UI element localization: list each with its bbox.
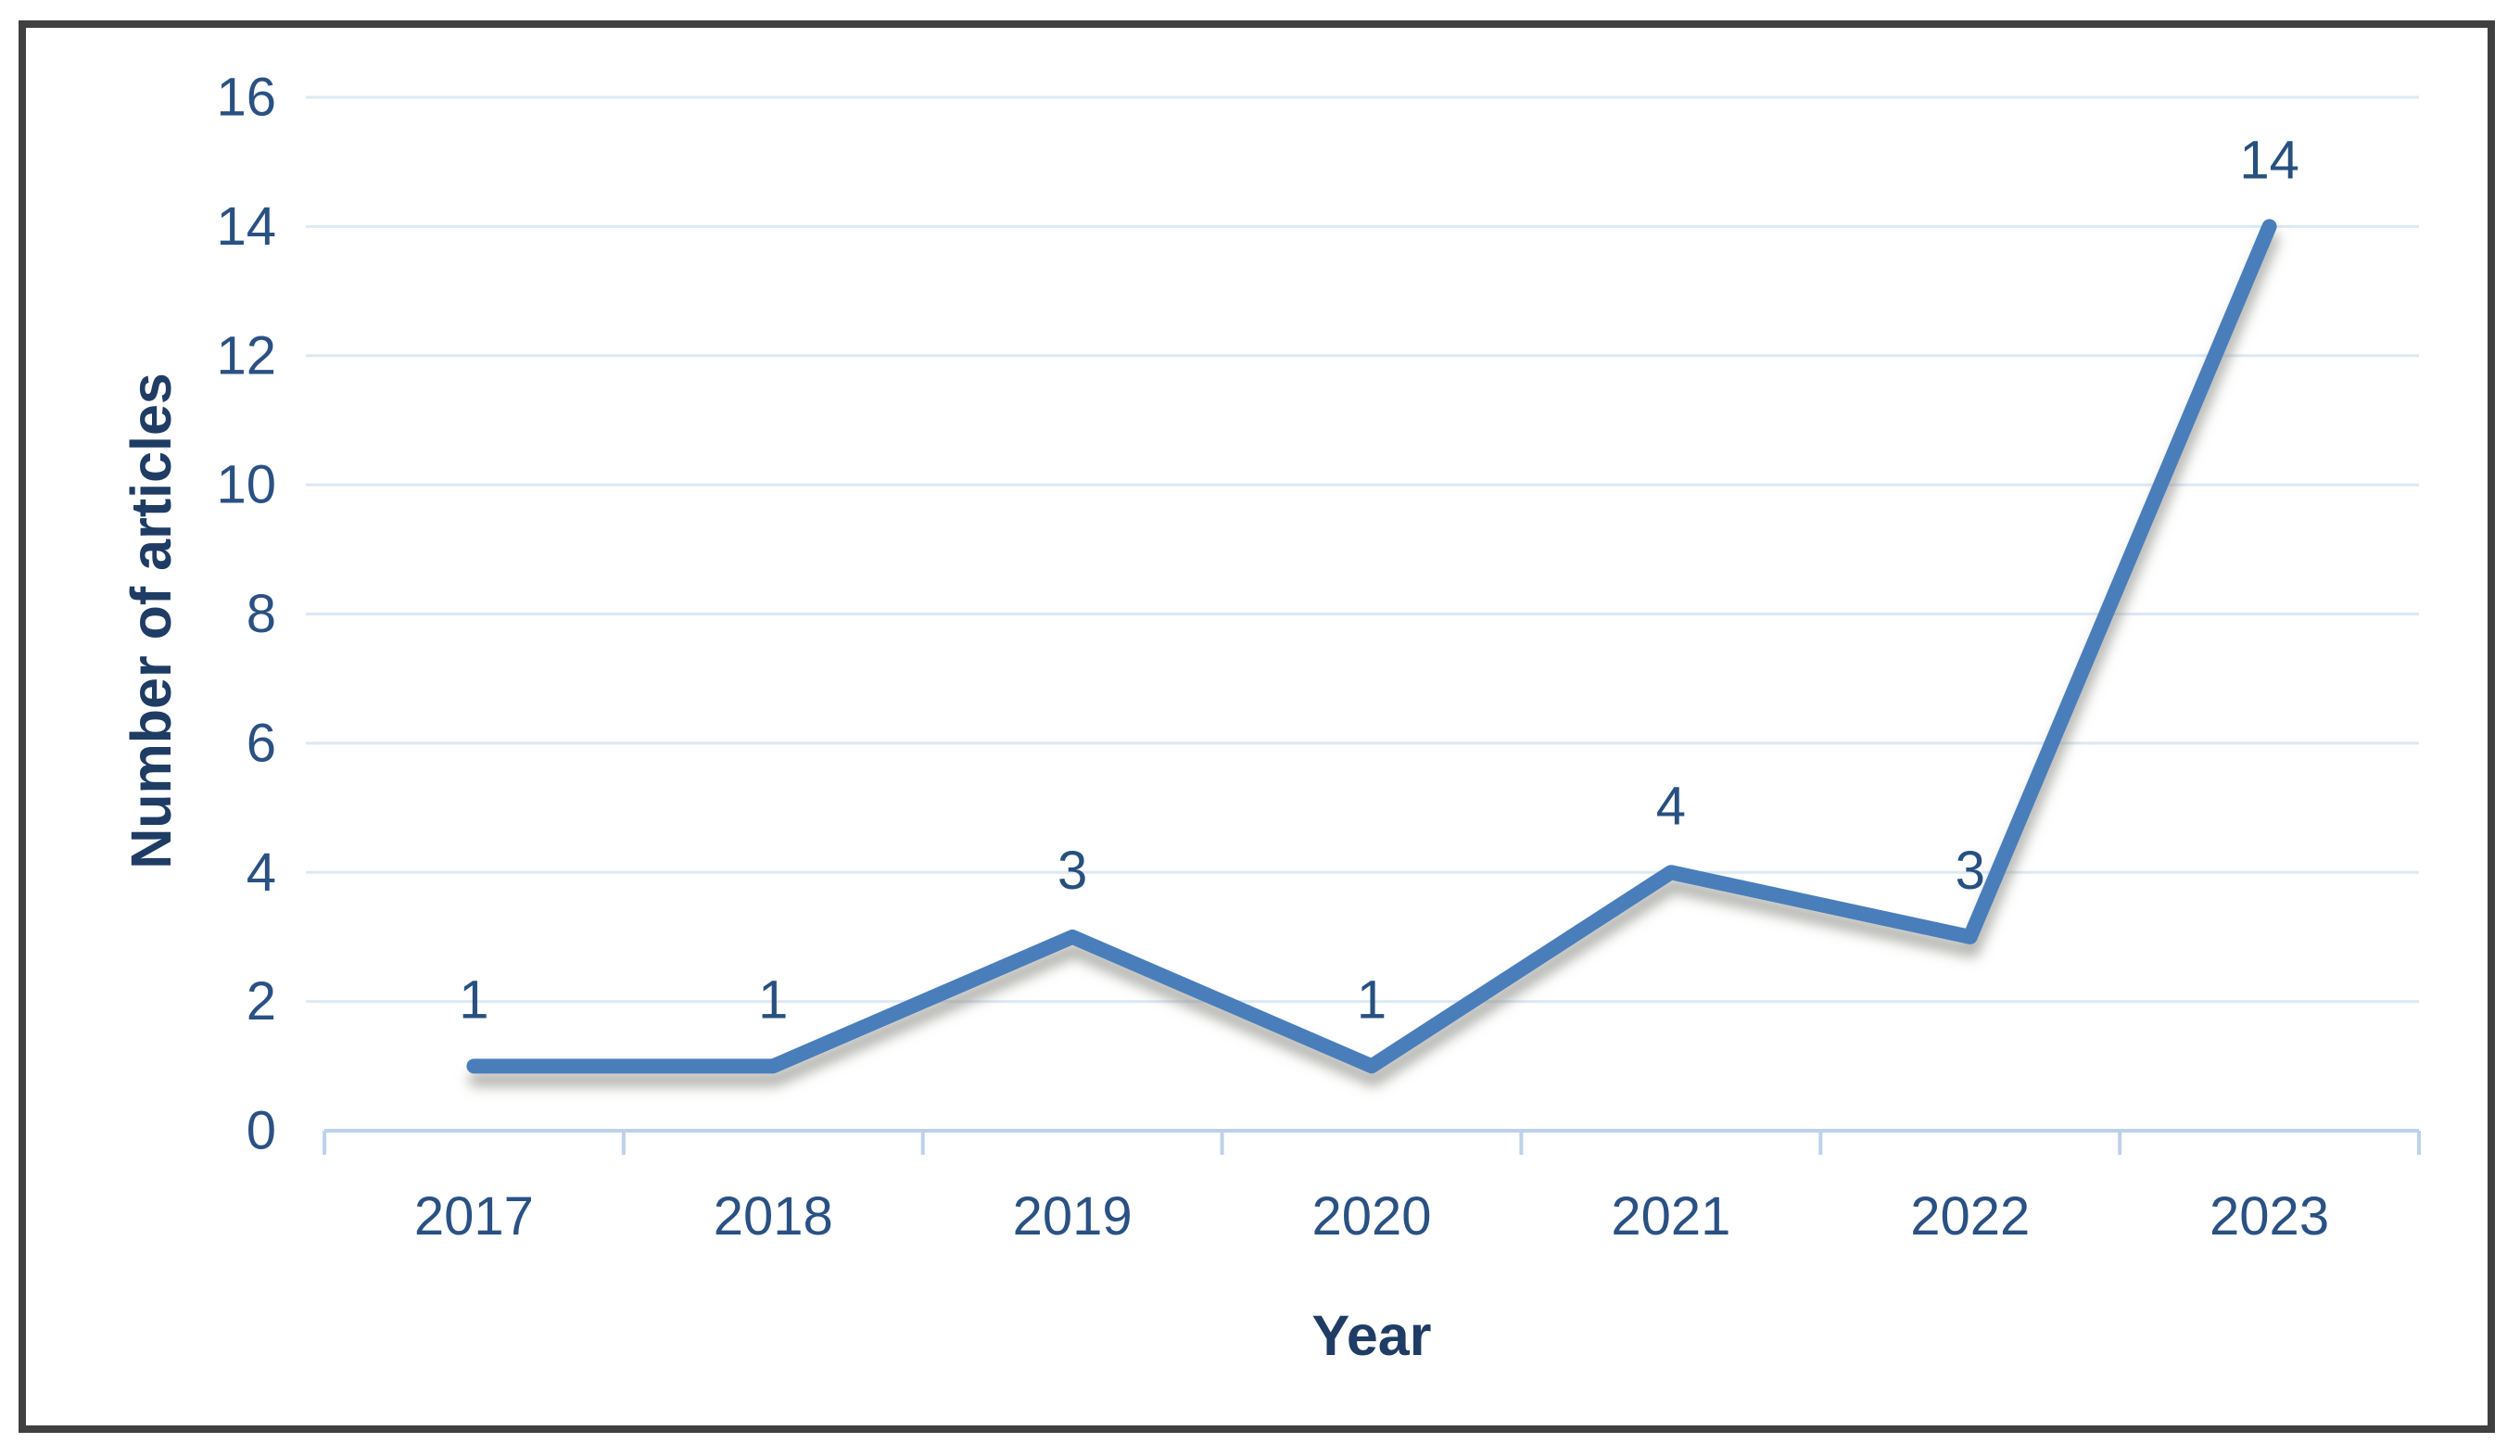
- data-point-label: 3: [1057, 841, 1087, 901]
- x-tick-label: 2022: [1910, 1186, 2030, 1247]
- x-axis-tick-labels: 2017 2018 2019 2020 2021 2022 2023: [414, 1186, 2329, 1247]
- series-group: [466, 219, 2277, 1074]
- y-tick-label: 16: [216, 68, 276, 128]
- y-axis-title: Number of articles: [120, 373, 183, 869]
- y-tick-label: 12: [216, 325, 276, 386]
- y-tick-label: 14: [216, 196, 276, 257]
- data-point-label: 3: [1956, 841, 1985, 901]
- y-tick-label: 6: [247, 713, 276, 773]
- data-point-label: 1: [758, 969, 788, 1030]
- data-point-label: 1: [459, 969, 488, 1030]
- data-point-label: 4: [1656, 776, 1686, 836]
- y-axis-tick-labels: 0 2 4 6 8 10 12 14 16: [216, 68, 276, 1161]
- x-axis: [323, 1129, 2421, 1155]
- y-tick-label: 8: [247, 584, 276, 644]
- gridlines: [306, 95, 2419, 1004]
- x-tick-label: 2023: [2210, 1186, 2329, 1247]
- data-point-label: 14: [2239, 130, 2299, 190]
- x-tick-label: 2018: [714, 1186, 833, 1247]
- data-point-label: 1: [1357, 969, 1387, 1030]
- y-tick-label: 10: [216, 455, 276, 515]
- series-line: [466, 219, 2277, 1074]
- image-border: [19, 20, 2495, 1433]
- y-tick-label: 4: [247, 842, 276, 903]
- y-tick-label: 2: [247, 971, 276, 1032]
- x-axis-title: Year: [1312, 1304, 1432, 1367]
- x-tick-label: 2020: [1311, 1186, 1431, 1247]
- x-tick-label: 2017: [414, 1186, 534, 1247]
- y-tick-label: 0: [247, 1101, 276, 1161]
- x-tick-label: 2019: [1013, 1186, 1133, 1247]
- x-tick-label: 2021: [1611, 1186, 1730, 1247]
